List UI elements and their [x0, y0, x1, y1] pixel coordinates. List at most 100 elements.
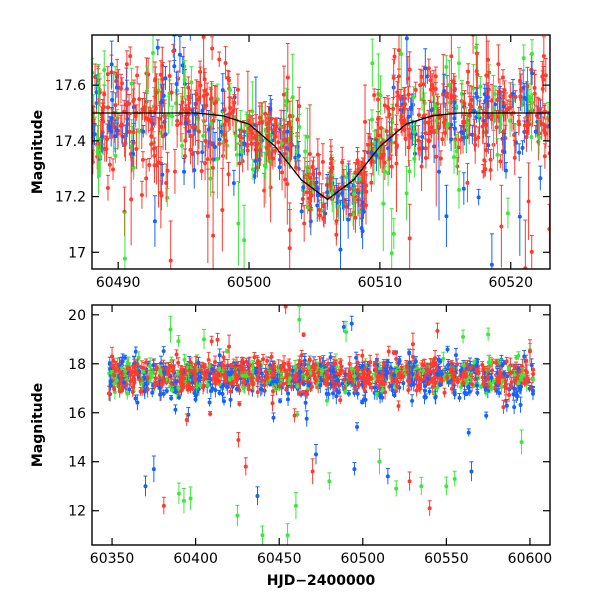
top-point-478: [321, 203, 326, 208]
top-point-419: [279, 141, 284, 146]
top-point-3: [215, 156, 220, 161]
top-point-516: [305, 134, 310, 139]
top-point-170: [203, 161, 208, 166]
top-point-115: [195, 150, 200, 155]
top-point-346: [281, 92, 286, 97]
bottom-point-42: [207, 400, 212, 405]
top-point-438: [294, 150, 299, 155]
top-point-164: [152, 219, 157, 224]
top-point-560: [353, 215, 358, 220]
top-point-958: [420, 134, 425, 139]
top-point-684: [499, 224, 504, 229]
top-point-113: [217, 57, 222, 62]
top-point-897: [499, 112, 504, 117]
top-point-644: [407, 169, 412, 174]
top-point-302: [139, 193, 144, 198]
top-point-886: [483, 167, 488, 172]
top-point-900: [406, 92, 411, 97]
top-point-227: [180, 143, 185, 148]
top-point-323: [262, 188, 267, 193]
top-point-622: [387, 156, 392, 161]
bottom-point-374: [271, 389, 276, 394]
bottom-point-187: [161, 349, 166, 354]
top-point-256: [227, 112, 232, 117]
top-point-895: [522, 95, 527, 100]
bottom-point-661: [481, 367, 486, 372]
bottom-point-345: [466, 385, 471, 390]
top-point-583: [328, 175, 333, 180]
top-point-488: [334, 232, 339, 237]
top-point-436: [284, 103, 289, 108]
top-point-80: [199, 168, 204, 173]
top-point-611: [366, 143, 371, 148]
top-point-855: [532, 91, 537, 96]
top-point-715: [399, 52, 404, 57]
top-point-198: [131, 140, 136, 145]
top-point-626: [376, 97, 381, 102]
top-point-780: [398, 95, 403, 100]
bottom-point-560: [361, 397, 366, 402]
top-point-836: [423, 146, 428, 151]
top-point-462: [334, 219, 339, 224]
bottom-point-434: [213, 359, 218, 364]
top-point-839: [410, 102, 415, 107]
top-point-621: [390, 120, 395, 125]
bottom-panel: 60350 60400 60450 60500 60550 606001214161820…: [30, 304, 552, 589]
top-point-70: [183, 138, 188, 143]
top-point-433: [257, 120, 262, 125]
top-point-149: [149, 142, 154, 147]
bottom-point-466: [442, 390, 447, 395]
top-point-335: [278, 146, 283, 151]
top-point-51: [158, 130, 163, 135]
top-point-767: [529, 249, 534, 254]
top-y-tick-label-2: 17.4: [55, 134, 86, 150]
bottom-point-364: [414, 388, 419, 393]
top-point-794: [538, 176, 543, 181]
top-point-566: [355, 187, 360, 192]
bottom-point-552: [324, 398, 329, 403]
top-point-710: [412, 151, 417, 156]
top-point-955: [484, 122, 489, 127]
top-point-237: [162, 114, 167, 119]
bottom-point-442: [247, 363, 252, 368]
top-point-847: [488, 167, 493, 172]
top-point-592: [369, 180, 374, 185]
top-point-923: [465, 80, 470, 85]
top-point-944: [513, 94, 518, 99]
top-point-919: [510, 91, 515, 96]
top-point-892: [465, 122, 470, 127]
top-point-495: [344, 204, 349, 209]
top-point-86: [137, 129, 142, 134]
top-point-231: [144, 116, 149, 121]
top-point-511: [340, 160, 345, 165]
top-point-50: [205, 92, 210, 97]
top-point-656: [407, 236, 412, 241]
top-point-555: [301, 185, 306, 190]
bottom-point-646: [177, 379, 182, 384]
top-point-675: [486, 143, 491, 148]
top-point-605: [378, 93, 383, 98]
top-point-934: [398, 117, 403, 122]
top-point-128: [105, 185, 110, 190]
bottom-point-163: [269, 354, 274, 359]
top-point-792: [437, 169, 442, 174]
top-point-978: [405, 76, 410, 81]
top-point-918: [495, 97, 500, 102]
top-point-294: [92, 132, 97, 137]
top-point-948: [447, 83, 452, 88]
top-point-969: [537, 135, 542, 140]
top-point-342: [287, 228, 292, 233]
top-point-351: [270, 156, 275, 161]
top-point-262: [198, 69, 203, 74]
top-point-521: [303, 149, 308, 154]
top-point-199: [131, 165, 136, 170]
top-point-735: [454, 149, 459, 154]
bottom-point-494: [406, 388, 411, 393]
top-point-166: [170, 114, 175, 119]
top-point-830: [486, 57, 491, 62]
top-point-84: [172, 64, 177, 69]
bottom-point-367: [244, 359, 249, 364]
top-point-612: [370, 117, 375, 122]
top-point-933: [541, 54, 546, 59]
top-point-971: [401, 104, 406, 109]
